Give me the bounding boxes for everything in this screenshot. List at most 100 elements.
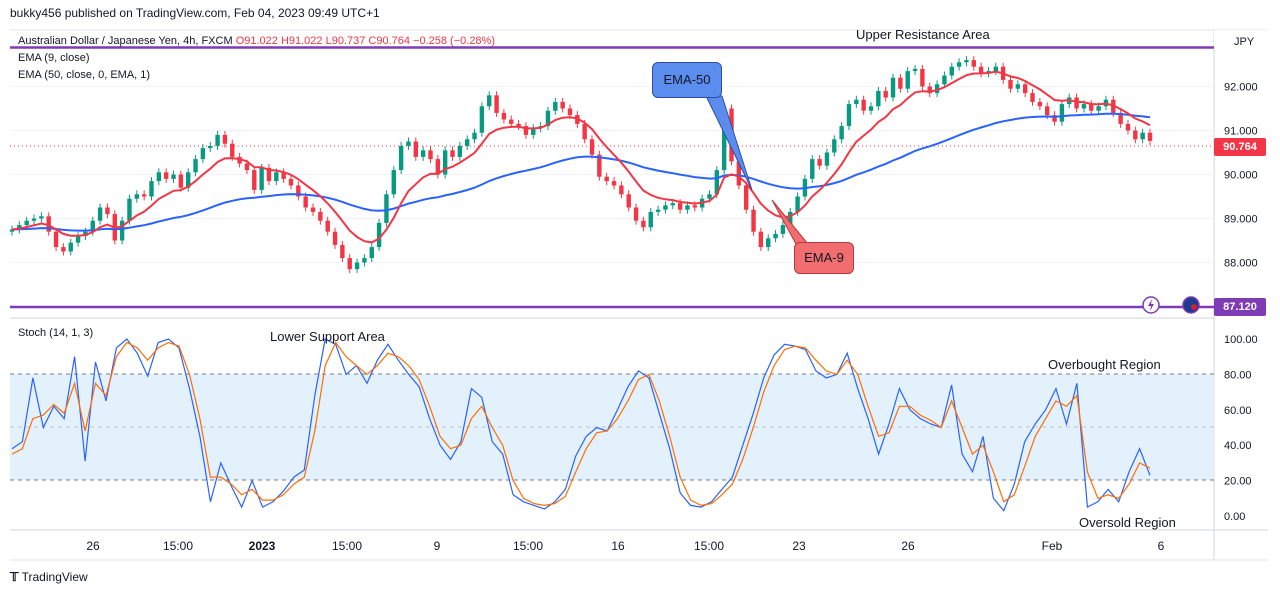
candle-body bbox=[890, 77, 896, 98]
currency-label: JPY bbox=[1234, 36, 1255, 48]
stoch-tick-label: 0.00 bbox=[1224, 511, 1245, 523]
candle-body bbox=[266, 167, 272, 182]
flag-icon[interactable] bbox=[1182, 296, 1200, 314]
candle-body bbox=[956, 62, 962, 67]
stoch-ticks: 100.00 80.00 60.00 40.00 20.00 0.00 bbox=[1224, 334, 1258, 523]
candle-body bbox=[597, 154, 602, 177]
candle-body bbox=[127, 198, 132, 221]
candle-body bbox=[61, 247, 66, 252]
candle-body bbox=[53, 231, 59, 248]
candle-body bbox=[677, 203, 683, 210]
tv-logo-icon: 𝕋 bbox=[10, 570, 19, 584]
candle-body bbox=[1052, 115, 1057, 122]
overbought-label: Overbought Region bbox=[1048, 357, 1161, 372]
candle-body bbox=[149, 181, 154, 197]
candle-body bbox=[222, 134, 228, 144]
candle-body bbox=[46, 216, 51, 232]
candle-body bbox=[1081, 104, 1087, 109]
candle-body bbox=[898, 77, 903, 89]
candle-body bbox=[1125, 123, 1131, 131]
candle-body bbox=[9, 229, 15, 232]
stoch-legend[interactable]: Stoch (14, 1, 3) bbox=[18, 327, 94, 339]
stoch-tick-label: 60.00 bbox=[1224, 405, 1252, 417]
candle-body bbox=[90, 220, 95, 232]
candle-body bbox=[942, 75, 947, 85]
lower-support-label: Lower Support Area bbox=[270, 329, 385, 344]
candle-body bbox=[39, 216, 44, 219]
time-tick-label: 6 bbox=[1158, 539, 1165, 553]
candle-body bbox=[978, 66, 984, 74]
time-tick-label: 15:00 bbox=[332, 539, 362, 553]
candle-body bbox=[824, 152, 830, 166]
candle-body bbox=[465, 139, 470, 146]
upper-resistance-label: Upper Resistance Area bbox=[856, 27, 990, 42]
candle-body bbox=[406, 141, 411, 146]
candle-body bbox=[766, 238, 771, 248]
ema50-line[interactable] bbox=[11, 112, 1151, 232]
candle-body bbox=[230, 143, 235, 157]
candle-body bbox=[619, 185, 624, 195]
stoch-d-line[interactable] bbox=[11, 341, 1151, 507]
candle-body bbox=[854, 99, 859, 105]
candle-body bbox=[442, 150, 448, 175]
candle-body bbox=[494, 95, 499, 113]
candle-body bbox=[567, 108, 573, 116]
candle-body bbox=[376, 222, 382, 248]
candle-body bbox=[156, 172, 162, 182]
time-tick-label: 23 bbox=[792, 539, 806, 553]
candle-body bbox=[721, 108, 727, 171]
candle-body bbox=[178, 174, 184, 188]
candle-body bbox=[780, 225, 786, 234]
candle-body bbox=[472, 132, 477, 140]
candle-body bbox=[420, 150, 426, 157]
candle-body bbox=[868, 106, 874, 111]
candle-body bbox=[1089, 104, 1094, 111]
candle-body bbox=[75, 236, 81, 243]
ema9-legend[interactable]: EMA (9, close) bbox=[18, 52, 90, 64]
candle-body bbox=[641, 220, 646, 228]
candle-body bbox=[912, 68, 918, 72]
ema50-legend[interactable]: EMA (50, close, 0, EMA, 1) bbox=[18, 69, 151, 81]
candle-body bbox=[582, 123, 587, 140]
candle-body bbox=[259, 167, 264, 190]
symbol-legend[interactable]: Australian Dollar / Japanese Yen, 4h, FX… bbox=[18, 35, 495, 47]
candle-body bbox=[714, 170, 720, 195]
candle-body bbox=[743, 185, 749, 210]
candle-body bbox=[24, 220, 29, 226]
lightning-icon bbox=[1148, 299, 1154, 311]
candle-body bbox=[274, 172, 279, 182]
ema9-line[interactable] bbox=[11, 70, 1151, 244]
candle-body bbox=[362, 258, 367, 263]
candle-body bbox=[318, 211, 323, 221]
candle-body bbox=[758, 231, 764, 248]
tradingview-logo[interactable]: 𝕋 TradingView bbox=[10, 570, 88, 584]
candle-body bbox=[413, 141, 419, 157]
candle-body bbox=[281, 172, 286, 179]
candle-body bbox=[1059, 104, 1065, 122]
candle-body bbox=[832, 139, 837, 153]
candle-body bbox=[795, 196, 800, 212]
candle-body bbox=[1022, 84, 1028, 94]
candle-body bbox=[105, 207, 110, 215]
candle-body bbox=[479, 106, 485, 133]
stoch-tick-label: 100.00 bbox=[1224, 334, 1258, 346]
time-tick-label: 26 bbox=[901, 539, 915, 553]
price-ticks: 92.000 91.000 90.000 89.000 88.000 bbox=[1224, 82, 1258, 270]
candle-body bbox=[1045, 106, 1050, 116]
candle-body bbox=[244, 163, 250, 171]
candle-body bbox=[633, 207, 639, 221]
candle-body bbox=[861, 99, 866, 111]
candle-body bbox=[303, 196, 308, 208]
candle-body bbox=[332, 231, 338, 245]
candle-body bbox=[171, 174, 176, 179]
candle-body bbox=[384, 194, 389, 223]
price-tick-label: 88.000 bbox=[1224, 258, 1258, 270]
time-tick-label: Feb bbox=[1042, 539, 1063, 553]
candle-body bbox=[1118, 112, 1123, 124]
stoch-k-line[interactable] bbox=[11, 338, 1151, 512]
candle-body bbox=[523, 126, 529, 135]
candle-body bbox=[208, 145, 213, 149]
candle-body bbox=[810, 159, 815, 179]
candle-body bbox=[883, 90, 888, 98]
